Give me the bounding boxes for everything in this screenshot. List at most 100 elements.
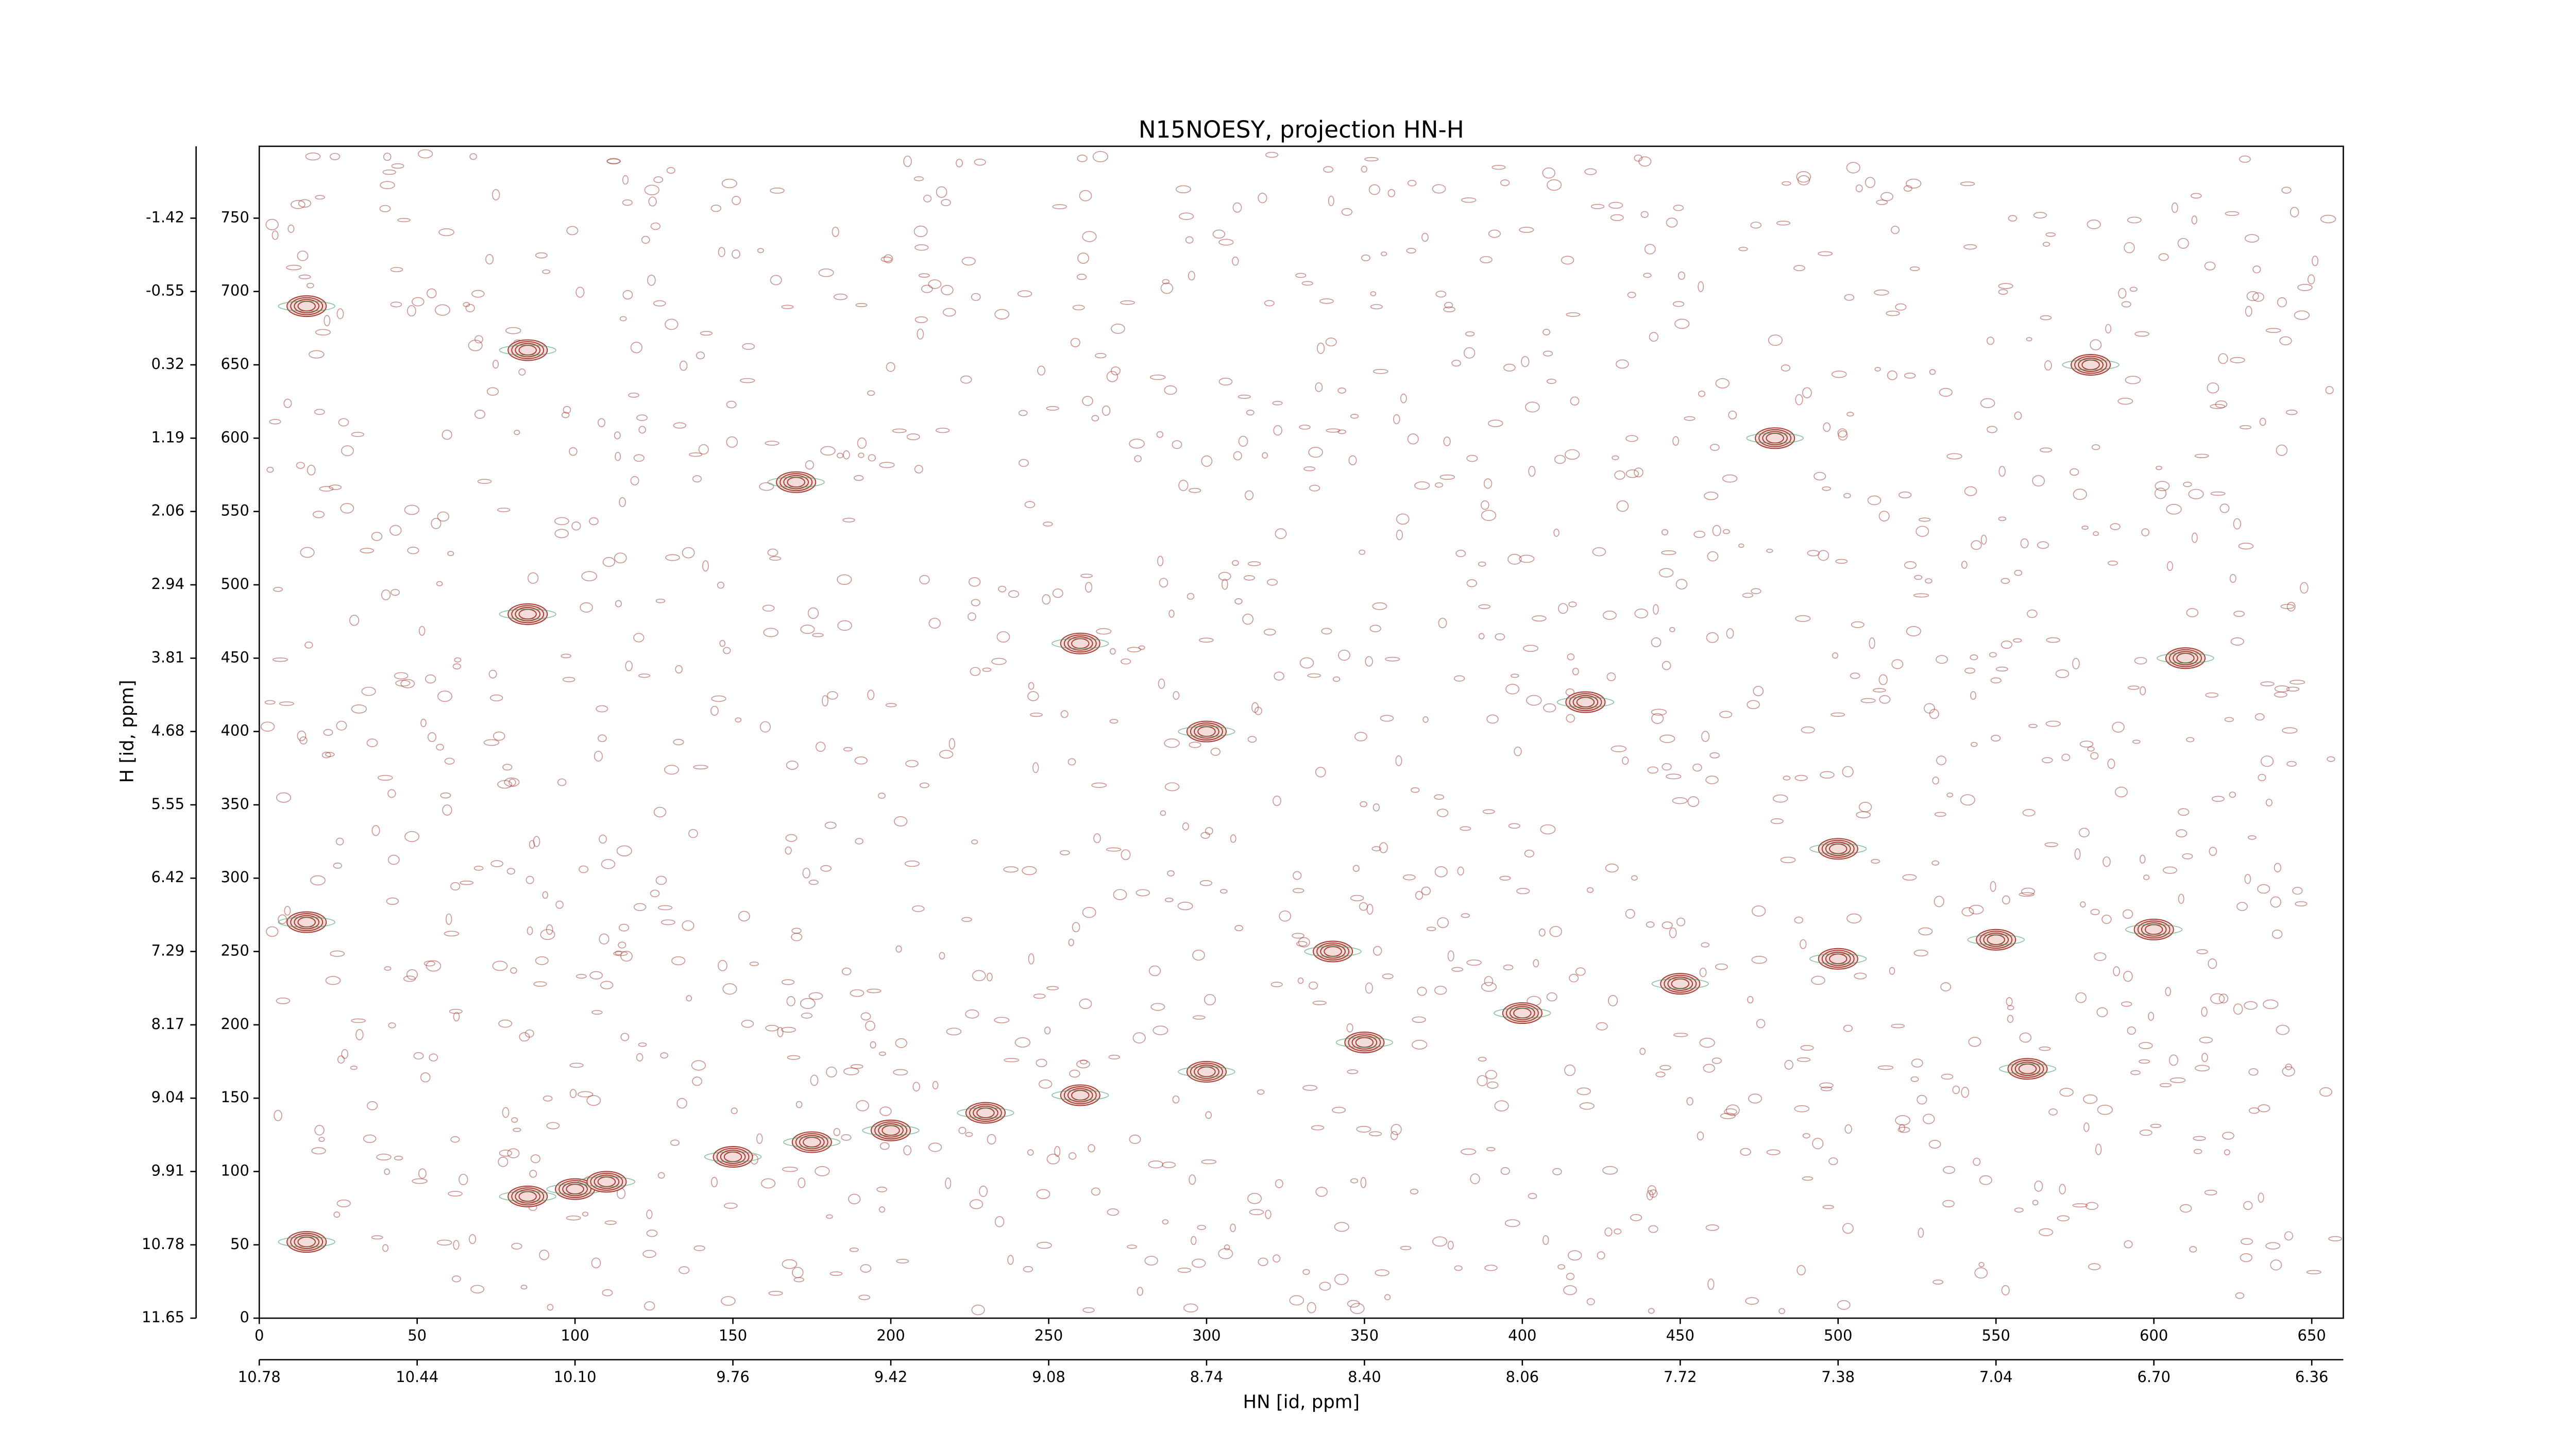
- noise-contour: [2102, 915, 2112, 924]
- noise-contour: [1553, 529, 1560, 537]
- noise-contour: [1266, 579, 1278, 586]
- noise-contour: [1477, 1075, 1488, 1086]
- noise-contour: [1466, 579, 1477, 587]
- noise-contour: [1998, 283, 2013, 289]
- noise-contour: [1352, 865, 1360, 872]
- noise-contour: [1802, 1133, 1810, 1139]
- noise-contour: [717, 581, 725, 589]
- y-tick-label: 600: [221, 428, 249, 446]
- noise-contour: [1410, 1188, 1419, 1194]
- noise-contour: [2032, 1200, 2039, 1206]
- noise-contour: [2150, 1123, 2162, 1128]
- y2-tick-label: 9.04: [151, 1088, 184, 1106]
- noise-contour: [1302, 1085, 1318, 1091]
- noise-contour: [384, 966, 392, 971]
- noise-contour: [264, 700, 276, 705]
- noise-contour: [826, 1066, 837, 1077]
- noise-contour: [1933, 1279, 1944, 1285]
- noise-contour: [1422, 716, 1429, 723]
- noise-contour: [1017, 290, 1032, 297]
- noise-contour: [1666, 217, 1678, 228]
- noise-contour: [530, 1154, 540, 1164]
- noise-contour: [655, 598, 666, 603]
- noise-contour: [1385, 656, 1400, 662]
- noise-contour: [438, 228, 454, 237]
- noise-contour: [279, 701, 294, 706]
- noise-contour: [1107, 1208, 1120, 1216]
- noise-contour: [1811, 975, 1825, 985]
- noise-contour: [1395, 755, 1402, 766]
- noise-contour: [1793, 265, 1805, 272]
- peak: [2157, 647, 2214, 669]
- peak-contour: [290, 1233, 324, 1251]
- noise-contour: [260, 721, 275, 732]
- x2-tick-label: 7.04: [1979, 1368, 2013, 1386]
- noise-contour: [546, 924, 553, 935]
- noise-contour: [2085, 1202, 2098, 1210]
- noise-contour: [1795, 615, 1811, 622]
- noise-contour: [1567, 653, 1575, 661]
- noise-contour: [406, 969, 418, 980]
- noise-contour: [1337, 387, 1346, 394]
- noise-contour: [412, 297, 425, 307]
- noise-contour: [2194, 453, 2209, 458]
- noise-contour: [266, 926, 279, 937]
- noise-contour: [1247, 1193, 1262, 1204]
- noise-contour: [673, 422, 687, 429]
- noise-contour: [1414, 481, 1430, 490]
- noise-contour: [1742, 593, 1753, 598]
- noise-contour: [594, 751, 603, 762]
- noise-contour: [2274, 692, 2287, 698]
- noise-contour: [366, 738, 378, 747]
- noise-contour: [2090, 908, 2100, 916]
- peak-contour: [499, 609, 556, 620]
- noise-contour: [1904, 561, 1917, 569]
- noise-contour: [2286, 686, 2300, 692]
- noise-contour: [351, 704, 367, 714]
- noise-contour: [1323, 166, 1334, 173]
- noise-contour: [403, 975, 416, 982]
- noise-contour: [679, 360, 688, 371]
- peak-contour: [1821, 839, 1855, 858]
- noise-contour: [2236, 902, 2248, 911]
- noise-contour: [2274, 863, 2281, 872]
- noise-contour: [1500, 179, 1510, 187]
- y-tick-label: 700: [221, 282, 249, 299]
- noise-contour: [319, 486, 334, 492]
- noise-contour: [1738, 247, 1748, 251]
- noise-contour: [1384, 1294, 1391, 1301]
- noise-contour: [542, 891, 549, 899]
- noise-contour: [566, 1215, 581, 1221]
- noise-contour: [682, 547, 695, 559]
- noise-contour: [420, 1072, 431, 1083]
- noise-contour: [1566, 714, 1575, 723]
- noise-contour: [2061, 753, 2071, 761]
- noise-contour: [1481, 982, 1497, 992]
- noise-contour: [1724, 1108, 1737, 1115]
- noise-contour: [1614, 470, 1625, 480]
- noise-contour: [382, 1244, 389, 1252]
- noise-contour: [596, 705, 608, 713]
- noise-contour: [880, 256, 892, 262]
- noise-contour: [850, 989, 865, 997]
- noise-contour: [404, 831, 419, 843]
- noise-contour: [1393, 414, 1400, 425]
- noise-contour: [1812, 1138, 1824, 1150]
- noise-contour: [387, 789, 396, 798]
- noise-contour: [1540, 824, 1556, 835]
- noise-contour: [291, 200, 306, 209]
- chart-title: N15NOESY, projection HN-H: [1139, 116, 1464, 143]
- x-tick-label: 600: [2140, 1327, 2168, 1344]
- noise-contour: [2196, 949, 2208, 954]
- noise-contour: [1371, 846, 1381, 851]
- x2-tick-label: 6.70: [2137, 1368, 2171, 1386]
- noise-contour: [1566, 1273, 1575, 1280]
- noise-contour: [2218, 353, 2228, 364]
- noise-contour: [1918, 1227, 1924, 1238]
- noise-contour: [638, 1042, 647, 1047]
- noise-contour: [1361, 255, 1370, 261]
- noise-contour: [1514, 746, 1522, 756]
- noise-contour: [1740, 1148, 1751, 1156]
- peak: [1998, 1058, 2057, 1080]
- noise-contour: [1800, 939, 1807, 949]
